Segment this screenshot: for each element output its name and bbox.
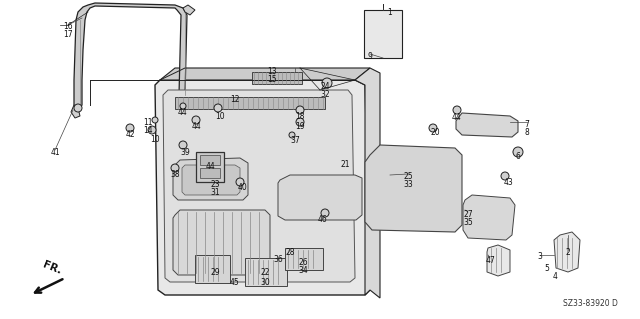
Text: 12: 12 — [230, 95, 240, 104]
Text: 35: 35 — [463, 218, 473, 227]
Polygon shape — [456, 113, 518, 137]
Circle shape — [501, 172, 509, 180]
Text: 31: 31 — [210, 188, 220, 197]
Circle shape — [74, 104, 82, 112]
Text: 5: 5 — [545, 264, 549, 273]
Text: 16: 16 — [63, 22, 73, 31]
Bar — [175, 97, 325, 109]
Bar — [364, 10, 402, 58]
Polygon shape — [487, 245, 510, 276]
Circle shape — [179, 141, 187, 149]
Polygon shape — [155, 80, 370, 295]
Circle shape — [148, 126, 156, 134]
Text: 27: 27 — [463, 210, 473, 219]
Text: 36: 36 — [273, 255, 283, 264]
Text: 10: 10 — [150, 135, 160, 144]
Text: 34: 34 — [298, 266, 308, 275]
Text: 33: 33 — [403, 180, 413, 189]
Text: 17: 17 — [63, 30, 73, 39]
Text: 42: 42 — [125, 130, 135, 139]
Bar — [245, 258, 287, 286]
Text: 26: 26 — [298, 258, 308, 267]
Circle shape — [206, 171, 214, 179]
Bar — [196, 152, 224, 182]
Text: 40: 40 — [238, 183, 248, 192]
Text: 10: 10 — [215, 112, 225, 121]
Circle shape — [206, 156, 214, 164]
Text: 45: 45 — [230, 278, 240, 287]
Circle shape — [513, 147, 523, 157]
Circle shape — [192, 116, 200, 124]
Circle shape — [126, 124, 134, 132]
Circle shape — [214, 104, 222, 112]
Text: 39: 39 — [180, 148, 190, 157]
Bar — [285, 248, 323, 270]
Text: 4: 4 — [552, 272, 557, 281]
Polygon shape — [278, 175, 362, 220]
Circle shape — [171, 164, 179, 172]
Polygon shape — [365, 145, 462, 232]
Circle shape — [296, 118, 304, 126]
Text: 44: 44 — [178, 108, 188, 117]
Polygon shape — [173, 210, 270, 275]
Circle shape — [296, 106, 304, 114]
Polygon shape — [355, 68, 380, 298]
Polygon shape — [463, 195, 515, 240]
Text: 28: 28 — [285, 248, 295, 257]
Text: 14: 14 — [143, 126, 153, 135]
Text: 7: 7 — [525, 120, 529, 129]
Circle shape — [321, 209, 329, 217]
Bar — [195, 255, 230, 283]
Text: 30: 30 — [260, 278, 270, 287]
Text: 22: 22 — [260, 268, 269, 277]
Circle shape — [289, 132, 295, 138]
Text: 46: 46 — [318, 215, 328, 224]
Text: SZ33-83920 D: SZ33-83920 D — [563, 299, 618, 308]
Text: 24: 24 — [320, 82, 330, 91]
Polygon shape — [182, 165, 240, 195]
Bar — [252, 72, 302, 84]
Circle shape — [322, 78, 332, 88]
Text: 43: 43 — [503, 178, 513, 187]
Text: 21: 21 — [340, 160, 349, 169]
Polygon shape — [160, 68, 370, 80]
Polygon shape — [173, 158, 248, 200]
Circle shape — [152, 117, 158, 123]
Text: 32: 32 — [320, 90, 330, 99]
Text: 1: 1 — [388, 8, 392, 17]
Text: 13: 13 — [267, 67, 277, 76]
Text: 44: 44 — [191, 122, 201, 131]
Text: 47: 47 — [485, 256, 495, 265]
Text: 20: 20 — [430, 128, 440, 137]
Text: 3: 3 — [538, 252, 543, 261]
Text: 25: 25 — [403, 172, 413, 181]
Circle shape — [180, 103, 186, 109]
Circle shape — [429, 124, 437, 132]
Text: 41: 41 — [50, 148, 60, 157]
Polygon shape — [74, 3, 187, 108]
Text: 23: 23 — [210, 180, 220, 189]
Text: 44: 44 — [205, 162, 215, 171]
Text: 18: 18 — [295, 112, 305, 121]
Text: 38: 38 — [170, 170, 180, 179]
Polygon shape — [163, 90, 355, 282]
Polygon shape — [71, 105, 80, 118]
Polygon shape — [554, 232, 580, 272]
Text: 2: 2 — [566, 248, 570, 257]
Text: 19: 19 — [295, 122, 305, 131]
Circle shape — [236, 178, 244, 186]
Text: 11: 11 — [143, 118, 153, 127]
Text: 8: 8 — [525, 128, 529, 137]
Text: FR.: FR. — [41, 259, 63, 276]
Text: 44: 44 — [452, 113, 462, 122]
Bar — [200, 168, 220, 178]
Polygon shape — [183, 5, 195, 15]
Text: 15: 15 — [267, 75, 277, 84]
Text: 6: 6 — [516, 152, 520, 161]
Text: 29: 29 — [210, 268, 220, 277]
Text: 9: 9 — [367, 52, 372, 61]
Text: 37: 37 — [290, 136, 300, 145]
Bar — [200, 155, 220, 165]
Circle shape — [453, 106, 461, 114]
